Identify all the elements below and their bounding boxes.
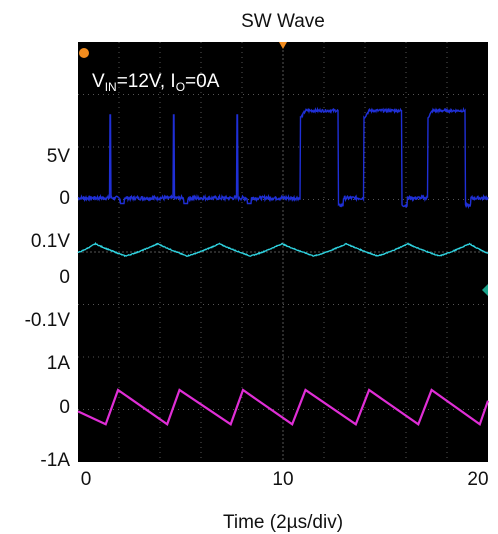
y-tick-label-0.1v: 0.1V [31,231,70,252]
y-tick-label-sw-zero: 0 [59,188,70,209]
y-tick-label-minus-0.1v: -0.1V [25,310,71,331]
io-subscript: O [176,80,185,94]
io-value: =0A [185,71,220,92]
sw-voltage-trace [77,106,489,210]
y-tick-label-5v: 5V [47,146,71,167]
x-axis-label: Time (2µs/div) [223,512,343,533]
vin-symbol: V [92,71,105,92]
vin-subscript: IN [105,80,117,94]
y-tick-label-minus-1a: -1A [40,450,70,471]
chart-title: SW Wave [241,11,325,32]
traces [77,42,490,427]
output-ripple-trace [77,242,489,258]
trigger-level-marker [482,284,488,296]
trigger-channel-marker [79,48,89,58]
condition-annotation: VIN=12V, IO=0A [92,71,220,94]
io-symbol: I [170,71,175,92]
trigger-time-marker [279,42,287,49]
vin-value: =12V, [117,71,171,92]
y-tick-label-ripple-zero: 0 [59,267,70,288]
y-tick-label-1a: 1A [47,353,71,374]
inductor-current-trace [77,388,490,427]
x-tick-label-20: 20 [467,469,488,490]
x-tick-label-0: 0 [81,469,92,490]
y-tick-label-current-zero: 0 [59,397,70,418]
x-tick-label-10: 10 [272,469,293,490]
